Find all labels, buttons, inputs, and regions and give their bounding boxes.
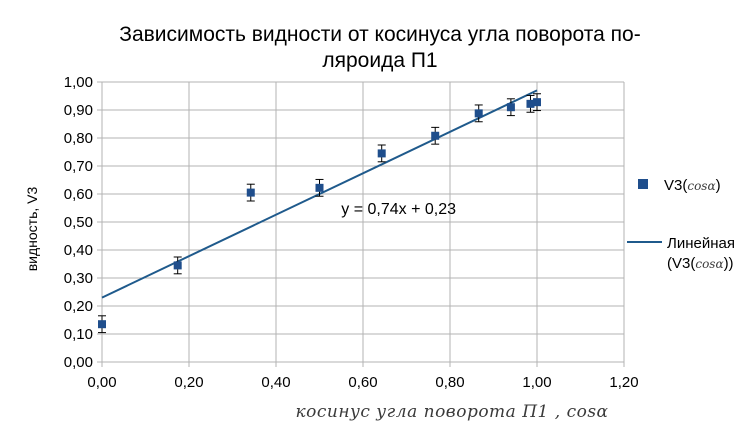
- legend-trend-hand: cosα: [695, 257, 723, 271]
- y-axis-label: видность, V3: [24, 187, 40, 272]
- y-tick-label: 0,80: [64, 130, 93, 147]
- x-tick-labels: 0,00 0,20 0,40 0,60 0,80 1,00 1,20: [87, 374, 638, 391]
- chart-title-line-1: Зависимость видности от косинуса угла по…: [119, 23, 640, 46]
- chart-title-line-2: ляроида П1: [322, 49, 437, 72]
- y-tick-label: 1,00: [64, 74, 93, 91]
- x-tick-label: 0,00: [87, 374, 116, 391]
- y-tick-labels: 0,00 0,10 0,20 0,30 0,40 0,50 0,60 0,70 0,80 0,90…: [64, 74, 93, 371]
- data-points: [98, 98, 541, 329]
- data-point: [173, 261, 182, 270]
- x-axis-label: косинус угла поворота П1 , cosα: [295, 402, 608, 422]
- legend: V3(cosα) Линейная (V3(cosα)): [627, 177, 735, 272]
- x-tick-label: 0,60: [348, 374, 377, 391]
- legend-entry-trendline-line-1: Линейная: [667, 235, 735, 252]
- data-point: [506, 103, 515, 112]
- x-tick-label: 1,00: [522, 374, 551, 391]
- x-tick-label: 0,40: [261, 374, 290, 391]
- legend-entry-trendline-line-2: (V3(cosα)): [667, 255, 734, 272]
- data-point: [526, 99, 535, 108]
- data-point: [533, 98, 541, 107]
- legend-entry-series: V3(cosα): [664, 177, 721, 194]
- x-tick-label: 1,20: [609, 374, 638, 391]
- y-tick-label: 0,40: [64, 242, 93, 259]
- legend-series-hand: cosα: [687, 179, 715, 193]
- grid-lines: [102, 81, 625, 362]
- y-tick-label: 0,00: [64, 354, 93, 371]
- y-tick-label: 0,30: [64, 270, 93, 287]
- data-point: [431, 131, 440, 140]
- y-tick-label: 0,90: [64, 102, 93, 119]
- y-tick-label: 0,50: [64, 214, 93, 231]
- x-tick-label: 0,80: [435, 374, 464, 391]
- y-tick-label: 0,20: [64, 298, 93, 315]
- x-tick-label: 0,20: [174, 374, 203, 391]
- data-point: [98, 320, 106, 329]
- legend-trend-prefix: (V3(: [667, 255, 695, 272]
- legend-series-prefix: V3(: [664, 177, 687, 194]
- legend-trend-suffix: )): [724, 255, 734, 272]
- data-point: [377, 149, 386, 158]
- data-point: [315, 183, 324, 192]
- data-point: [246, 188, 255, 197]
- legend-marker-series: [638, 179, 648, 189]
- y-tick-label: 0,70: [64, 158, 93, 175]
- y-tick-label: 0,10: [64, 326, 93, 343]
- y-tick-label: 0,60: [64, 186, 93, 203]
- legend-series-suffix: ): [716, 177, 721, 194]
- data-point: [474, 109, 483, 118]
- trendline-equation: y = 0,74x + 0,23: [341, 201, 456, 218]
